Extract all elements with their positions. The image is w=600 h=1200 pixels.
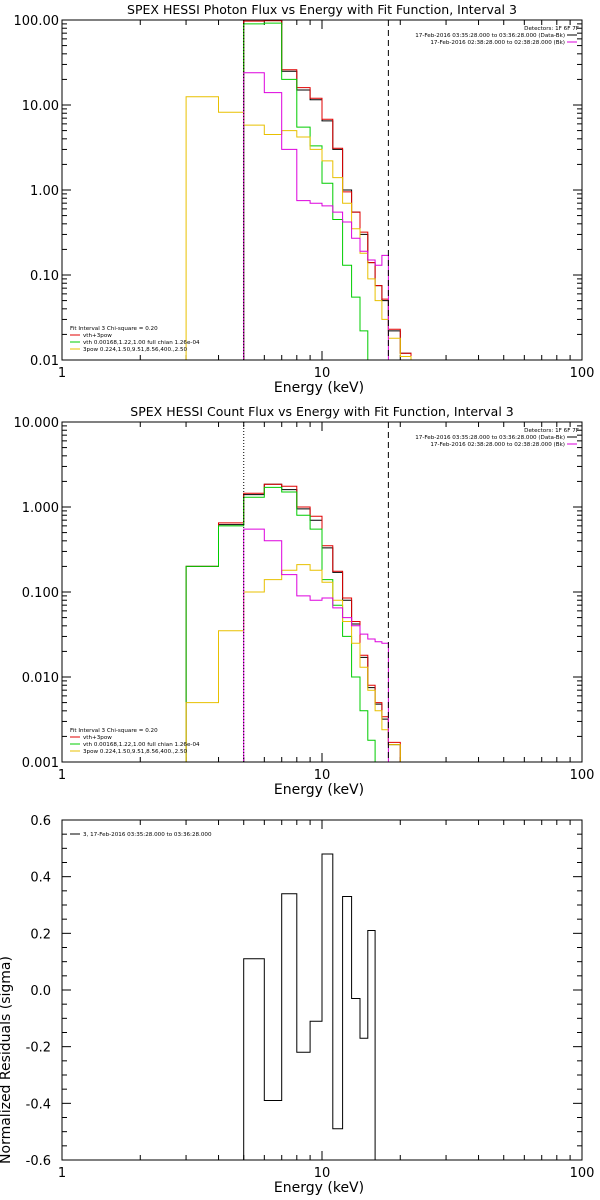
legend-entry-1: 3, 17-Feb-2016 03:35:28.000 to 03:36:28.…	[83, 832, 212, 838]
legend-entry-2: vth 0.00168,1.22,1.00 full chian 1.26e-0…	[83, 742, 200, 748]
x-axis-label: Energy (keV)	[274, 380, 364, 396]
series-line-2	[243, 20, 412, 360]
legend-entry-3: 3pow 0.224,1.50,9.51,8.56,400.,2.50	[83, 347, 188, 353]
series-line-4	[185, 564, 411, 762]
y-axis-label: Normalized Residuals (sigma)	[0, 956, 14, 1164]
data-interval-label: 17-Feb-2016 03:35:28.000 to 03:36:28.000…	[415, 435, 565, 441]
y-tick-label: -0.6	[26, 1154, 51, 1169]
legend-entry-2: vth 0.00168,1.22,1.00 full chian 1.26e-0…	[83, 340, 200, 346]
detectors-label: Detectors: 1F 6F 7F	[524, 26, 579, 32]
y-tick-label: -0.4	[26, 1097, 51, 1112]
plot-area	[185, 20, 412, 360]
plot-frame	[61, 819, 583, 1161]
series-line-3	[243, 22, 376, 360]
x-tick-label: 10	[314, 768, 331, 783]
data-interval-label: 17-Feb-2016 03:35:28.000 to 03:36:28.000…	[415, 33, 565, 39]
plot-area	[185, 483, 411, 762]
y-tick-label: 0.4	[30, 871, 51, 886]
series-line-1	[243, 853, 376, 1160]
chart-title: SPEX HESSI Count Flux vs Energy with Fit…	[130, 404, 513, 419]
x-tick-label: 1	[58, 366, 66, 381]
series-line-2	[185, 483, 411, 762]
legend-entry-1: vth+3pow	[83, 333, 112, 339]
bk-interval-label: 17-Feb-2016 02:38:28.000 to 02:38:28.000…	[430, 442, 565, 448]
chart-title: SPEX HESSI Photon Flux vs Energy with Fi…	[127, 2, 517, 17]
legend-entry-1: vth+3pow	[83, 735, 112, 741]
y-tick-label: 0.010	[22, 671, 59, 686]
series-line-4	[185, 96, 412, 360]
x-axis-label: Energy (keV)	[274, 782, 364, 798]
x-axis-label: Energy (keV)	[274, 1180, 364, 1196]
y-tick-label: 0.0	[30, 984, 51, 999]
series-line-5	[243, 528, 389, 762]
x-tick-label: 100	[570, 1166, 595, 1181]
y-tick-label: 0.10	[30, 269, 59, 284]
detectors-label: Detectors: 1F 6F 7F	[524, 428, 579, 434]
series-line-1	[243, 20, 412, 360]
plot-area	[243, 853, 376, 1160]
x-tick-label: 100	[570, 366, 595, 381]
y-tick-label: 0.100	[22, 586, 59, 601]
plot-frame	[61, 19, 583, 361]
fit-legend-title: Fit Interval 3 Chi-square = 0.20	[70, 326, 158, 332]
x-tick-label: 10	[314, 366, 331, 381]
bk-interval-label: 17-Feb-2016 02:38:28.000 to 02:38:28.000…	[430, 40, 565, 46]
y-tick-label: 0.01	[30, 354, 59, 369]
y-tick-label: 10.000	[14, 416, 60, 431]
y-tick-label: 1.00	[30, 184, 59, 199]
chart-panel-3: 1 10 100 Energy (keV) -0.6 -0.4 -0.2 0.0 0.2 0.4 0…	[0, 814, 594, 1196]
series-line-5	[243, 72, 389, 360]
y-tick-label: -0.2	[26, 1041, 51, 1056]
y-tick-label: 0.2	[30, 927, 51, 942]
x-tick-label: 1	[58, 1166, 66, 1181]
fit-legend-title: Fit Interval 3 Chi-square = 0.20	[70, 728, 158, 734]
x-tick-label: 100	[570, 768, 595, 783]
y-tick-label: 0.001	[22, 756, 59, 771]
y-tick-label: 1.000	[22, 501, 59, 516]
x-tick-label: 10	[314, 1166, 331, 1181]
y-tick-label: 10.00	[22, 99, 59, 114]
x-tick-label: 1	[58, 768, 66, 783]
legend-entry-3: 3pow 0.224,1.50,9.51,8.56,400.,2.50	[83, 749, 188, 755]
y-tick-label: 100.00	[14, 14, 60, 29]
chart-panel-1: SPEX HESSI Photon Flux vs Energy with Fi…	[14, 2, 595, 396]
y-tick-label: 0.6	[30, 814, 51, 829]
plot-frame	[61, 421, 583, 763]
chart-panel-2: SPEX HESSI Count Flux vs Energy with Fit…	[14, 404, 595, 798]
series-line-3	[185, 486, 376, 762]
